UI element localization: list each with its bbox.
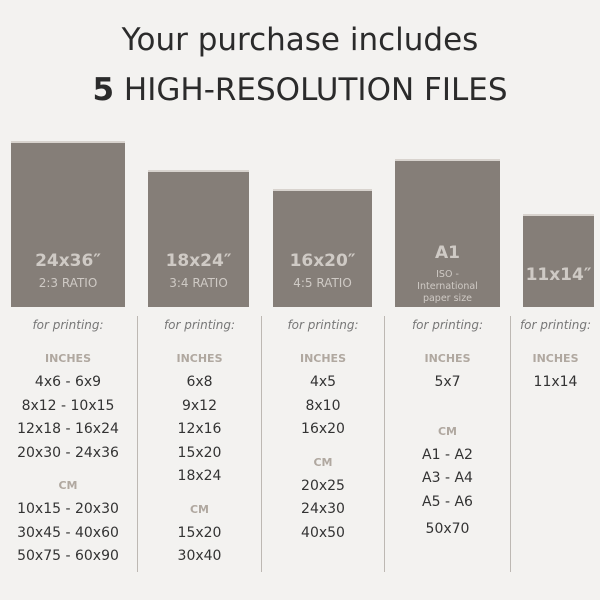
inches-size: 11x14 <box>533 374 578 390</box>
ratio-label: 3:4 RATIO <box>169 276 228 290</box>
column-divider <box>384 316 385 572</box>
cm-heading: CM <box>58 479 78 492</box>
cm-size: 15x20 <box>177 524 222 541</box>
print-size-3: 16x20″ 4:5 RATIO <box>273 189 372 307</box>
size-label: A1 <box>435 243 460 263</box>
size-label: 16x20″ <box>289 251 356 271</box>
for-printing-label: for printing: <box>287 318 359 332</box>
inches-size: 18x24 <box>177 468 222 484</box>
size-column-2: for printing: INCHES 6x8 9x12 12x16 15x20 18x2… <box>138 318 261 569</box>
size-column-1: for printing: INCHES 4x6 - 6x9 8x12 - 10x15… <box>11 318 125 569</box>
cm-size: A5 - A6 <box>422 493 473 510</box>
inches-size: 5x7 <box>434 374 461 390</box>
cm-size: 24x30 <box>301 501 345 517</box>
size-label: 24x36″ <box>35 251 101 271</box>
inches-size: 8x10 <box>305 397 341 414</box>
inches-size: 15x20 <box>177 444 222 461</box>
cm-heading: CM <box>189 502 210 516</box>
inches-size: 12x18 - 16x24 <box>17 421 119 437</box>
cm-size: A1 - A2 <box>422 446 473 463</box>
inches-heading: INCHES <box>299 352 346 365</box>
size-sub: ISO - International paper size <box>417 269 478 304</box>
inches-size: 8x12 - 10x15 <box>21 397 115 414</box>
title-line-1: Your purchase includes <box>121 22 479 58</box>
ratio-label: 4:5 RATIO <box>293 276 352 290</box>
inches-size: 20x30 - 24x36 <box>17 444 119 461</box>
size-column-4: for printing: INCHES 5x7 CM A1 - A2 A3 - A4 A5… <box>385 318 510 542</box>
cm-size: 30x45 - 40x60 <box>17 524 119 541</box>
inches-size: 12x16 <box>177 421 222 437</box>
size-column-5: for printing: INCHES 11x14 <box>511 318 600 395</box>
cm-size: 50x75 - 60x90 <box>17 548 119 564</box>
cm-size: A3 - A4 <box>422 470 473 486</box>
title-files: HIGH-RESOLUTION FILES <box>123 72 508 108</box>
cm-size: 10x15 - 20x30 <box>17 501 119 517</box>
size-label: 18x24″ <box>165 251 232 271</box>
print-size-2: 18x24″ 3:4 RATIO <box>148 170 249 307</box>
cm-size: 20x25 <box>301 477 345 494</box>
cm-size: 30x40 <box>177 548 222 564</box>
cm-heading: CM <box>437 424 458 438</box>
inches-heading: INCHES <box>532 352 579 365</box>
cm-size: 50x70 <box>425 521 470 537</box>
size-label: 11x14″ <box>525 265 592 285</box>
print-size-5: 11x14″ <box>523 214 594 307</box>
size-column-3: for printing: INCHES 4x5 8x10 16x20 CM 20x25 24… <box>262 318 384 545</box>
print-size-4: A1 ISO - International paper size <box>395 159 500 307</box>
print-size-1: 24x36″ 2:3 RATIO <box>11 141 125 307</box>
cm-size: 40x50 <box>301 524 345 541</box>
inches-heading: INCHES <box>424 352 471 365</box>
for-printing-label: for printing: <box>411 318 484 332</box>
inches-size: 4x5 <box>309 374 337 390</box>
for-printing-label: for printing: <box>163 318 236 332</box>
for-printing-label: for printing: <box>32 318 104 332</box>
file-count: 5 <box>92 72 115 108</box>
inches-heading: INCHES <box>44 352 91 365</box>
cm-heading: CM <box>313 455 333 469</box>
inches-size: 6x8 <box>186 374 213 390</box>
inches-size: 16x20 <box>301 421 345 437</box>
column-divider <box>510 316 511 572</box>
for-printing-label: for printing: <box>519 318 592 332</box>
title-line-2: 5 HIGH-RESOLUTION FILES <box>0 72 600 108</box>
inches-size: 4x6 - 6x9 <box>34 374 102 390</box>
column-divider <box>137 316 138 572</box>
column-divider <box>261 316 262 572</box>
ratio-label: 2:3 RATIO <box>38 276 98 290</box>
inches-heading: INCHES <box>176 352 223 365</box>
inches-size: 9x12 <box>181 397 217 414</box>
